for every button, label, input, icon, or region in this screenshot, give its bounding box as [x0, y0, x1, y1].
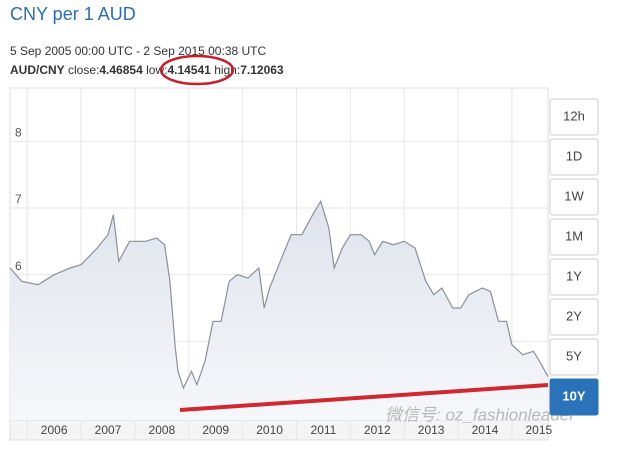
- subtitle: 5 Sep 2005 00:00 UTC - 2 Sep 2015 00:38 …: [10, 44, 266, 58]
- x-tick-label: 2013: [418, 423, 445, 437]
- range-button[interactable]: [549, 298, 599, 336]
- low-value: 4.14541: [167, 63, 211, 77]
- watermark: 微信号: oz_fashionleader: [385, 405, 576, 424]
- trend-annotation: [179, 383, 549, 412]
- line: [9, 199, 549, 390]
- highlight-ellipse: [159, 54, 235, 86]
- x-tick-label: 2014: [472, 423, 499, 437]
- range-button-label[interactable]: 1Y: [566, 268, 582, 283]
- y-tick-label: 6: [15, 259, 22, 273]
- range-button[interactable]: [549, 378, 599, 416]
- range-button-label[interactable]: 1D: [566, 148, 583, 163]
- x-tick-label: 2009: [202, 423, 229, 437]
- range-button-label[interactable]: 2Y: [566, 308, 582, 323]
- close-label: close:: [68, 63, 99, 77]
- area: [10, 201, 548, 420]
- x-tick-label: 2010: [256, 423, 283, 437]
- range-button[interactable]: [549, 138, 599, 176]
- range-button[interactable]: [549, 178, 599, 216]
- x-tick-label: 2011: [311, 423, 337, 437]
- symbol: AUD/CNY: [10, 63, 65, 77]
- range-buttons: 12h 1D 1W 1M 1Y 2Y 5Y 10Y: [549, 98, 599, 416]
- range-button-label[interactable]: 5Y: [566, 348, 582, 363]
- range-button[interactable]: [549, 98, 599, 136]
- x-tick-label: 2007: [95, 423, 122, 437]
- high-label: high:: [214, 63, 240, 77]
- range-button-label[interactable]: 1M: [565, 228, 583, 243]
- close-value: 4.46854: [99, 63, 143, 77]
- range-button-label[interactable]: 12h: [563, 108, 585, 123]
- range-button-label[interactable]: 1W: [564, 188, 584, 203]
- stats-line: AUD/CNY close:4.46854 low:4.14541 high:7…: [10, 63, 284, 77]
- plot: 2006 2007 2008 2009 2010 2011 2012 2013 2014 2015…: [9, 88, 553, 441]
- range-button[interactable]: [549, 218, 599, 256]
- range-button[interactable]: [549, 258, 599, 296]
- x-tick-label: 2015: [525, 423, 552, 437]
- x-tick-label: 2012: [364, 423, 391, 437]
- high-value: 7.12063: [240, 63, 284, 77]
- x-tick-label: 2008: [149, 423, 176, 437]
- range-button[interactable]: [549, 338, 599, 376]
- y-tick-label: 8: [15, 126, 22, 140]
- range-button-label[interactable]: 10Y: [562, 388, 585, 403]
- x-tick-label: 2006: [41, 423, 68, 437]
- chart-title: CNY per 1 AUD: [10, 4, 136, 24]
- y-tick-label: 7: [15, 192, 22, 206]
